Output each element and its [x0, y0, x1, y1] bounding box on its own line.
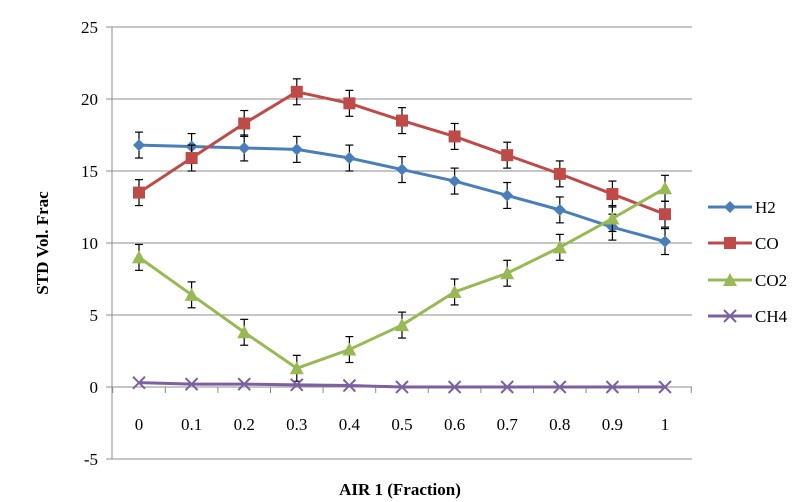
data-point-triangle	[289, 361, 304, 375]
data-point-triangle	[395, 318, 409, 332]
series-co2	[132, 174, 672, 382]
y-axis-title: STD Vol. Frac	[33, 191, 52, 295]
data-point-x	[395, 380, 409, 394]
data-point-x-stroke	[447, 380, 462, 394]
data-point-square	[396, 114, 408, 127]
data-point-square	[133, 186, 145, 199]
legend-label: CH4	[755, 307, 788, 326]
legend-label: H2	[755, 198, 776, 217]
data-point-triangle	[184, 287, 199, 301]
data-point-diamond	[396, 163, 408, 176]
data-point-square	[238, 117, 251, 130]
data-point-diamond	[553, 203, 566, 216]
legend-item-co: CO	[708, 234, 779, 253]
data-point-x	[237, 377, 251, 391]
data-point-triangle	[237, 325, 252, 339]
data-point-square	[501, 149, 514, 162]
data-point-diamond	[290, 143, 303, 156]
data-point-x	[184, 377, 199, 391]
data-point-triangle	[552, 240, 567, 254]
x-tick-label: 1	[661, 415, 670, 434]
data-point-square	[553, 167, 566, 180]
data-point-triangle	[605, 211, 620, 225]
y-tick-label: 5	[90, 306, 99, 325]
data-point-x	[290, 378, 304, 392]
x-tick-label: 0.6	[444, 415, 465, 434]
x-tick-label: 0.7	[497, 415, 519, 434]
data-point-x-stroke	[237, 377, 251, 391]
data-point-triangle	[447, 284, 462, 298]
y-tick-label: 25	[81, 18, 98, 37]
legend-label: CO	[755, 234, 779, 253]
data-point-square	[290, 85, 303, 98]
x-tick-label: 0.9	[602, 415, 623, 434]
series-group	[132, 78, 672, 394]
data-point-diamond	[501, 189, 514, 202]
x-tick-label: 0	[135, 415, 144, 434]
data-point-x	[605, 380, 620, 394]
data-point-x-stroke	[500, 380, 514, 394]
data-point-x	[132, 375, 146, 390]
legend-item-co2: CO2	[708, 271, 787, 290]
y-tick-label: 15	[81, 162, 98, 181]
data-point-diamond	[448, 175, 461, 188]
y-tick-label: -5	[84, 450, 98, 469]
data-point-x	[553, 380, 567, 394]
data-point-diamond	[659, 235, 671, 248]
data-point-x-stroke	[553, 380, 567, 394]
data-point-x-stroke	[395, 380, 409, 394]
data-point-x-stroke	[605, 380, 620, 394]
data-point-square	[448, 130, 461, 143]
data-point-x	[658, 380, 672, 394]
series-ch4	[132, 375, 672, 394]
x-tick-label: 0.4	[339, 415, 361, 434]
data-point-square	[185, 152, 198, 165]
x-tick-label: 0.3	[286, 415, 307, 434]
x-tick-label: 0.5	[391, 415, 412, 434]
data-point-x	[447, 380, 462, 394]
data-point-x-stroke	[723, 309, 737, 323]
x-axis-title: AIR 1 (Fraction)	[339, 480, 461, 499]
y-tick-label: 0	[90, 378, 99, 397]
data-point-triangle	[132, 250, 146, 264]
data-point-square	[343, 97, 356, 110]
data-point-x-stroke	[342, 378, 357, 393]
data-point-x	[723, 309, 737, 323]
data-point-x-stroke	[184, 377, 199, 391]
data-point-diamond	[724, 201, 736, 213]
x-tick-label: 0.2	[234, 415, 255, 434]
data-point-triangle	[723, 273, 737, 286]
y-tick-label: 10	[81, 234, 98, 253]
data-point-diamond	[133, 139, 145, 152]
legend-item-ch4: CH4	[708, 307, 788, 326]
y-tick-label: 20	[81, 90, 98, 109]
data-point-x-stroke	[658, 380, 672, 394]
x-tick-labels: 0 0.1 0.2 0.3 0.4 0.5 0.6 0.7 0.8 0.9 1	[135, 415, 670, 434]
data-point-x	[500, 380, 514, 394]
x-tick-label: 0.8	[549, 415, 570, 434]
data-point-triangle	[342, 342, 357, 356]
data-point-x-stroke	[132, 375, 146, 390]
data-point-triangle	[658, 181, 672, 195]
data-point-x	[342, 378, 357, 393]
legend-item-h2: H2	[708, 198, 776, 217]
data-point-x-stroke	[290, 378, 304, 392]
legend: H2 CO CO2 CH4	[708, 198, 788, 326]
data-point-square	[606, 188, 619, 201]
data-point-diamond	[238, 141, 251, 154]
data-point-square	[724, 237, 736, 249]
data-point-triangle	[500, 266, 515, 280]
data-point-square	[659, 208, 671, 221]
y-tick-labels: -5 0 5 10 15 20 25	[81, 18, 98, 469]
series-co	[133, 78, 671, 228]
x-tick-label: 0.1	[181, 415, 202, 434]
data-point-diamond	[343, 152, 356, 165]
legend-label: CO2	[755, 271, 787, 290]
